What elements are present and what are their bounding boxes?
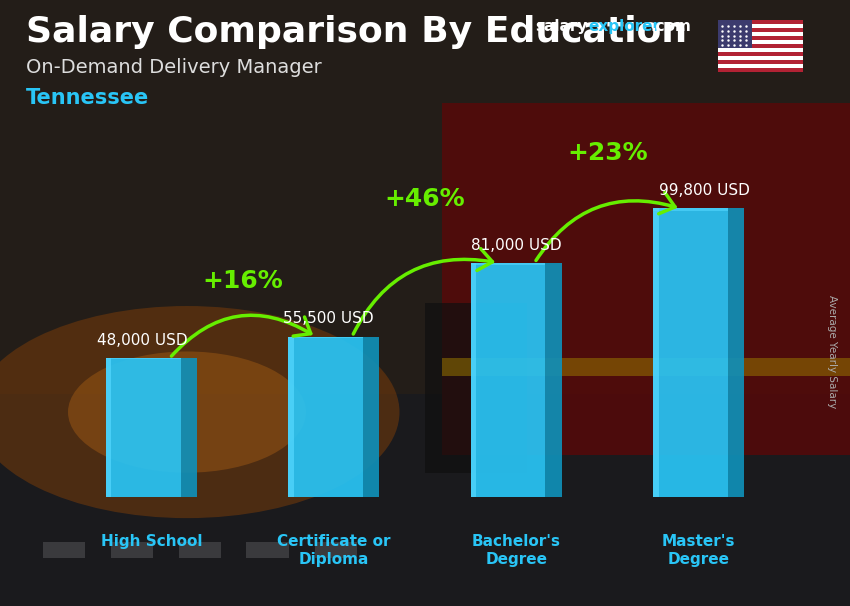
Text: 81,000 USD: 81,000 USD [471, 238, 561, 253]
FancyArrowPatch shape [172, 315, 311, 356]
Bar [718, 67, 803, 72]
Bar [471, 263, 546, 497]
Bar [718, 20, 752, 48]
Bar [718, 64, 803, 67]
Bar [105, 358, 111, 497]
Ellipse shape [68, 351, 306, 473]
Text: Salary Comparison By Education: Salary Comparison By Education [26, 15, 687, 49]
Bar [718, 52, 803, 56]
Bar [718, 20, 803, 24]
Bar [105, 358, 180, 497]
Text: Master's
Degree: Master's Degree [662, 534, 735, 567]
Ellipse shape [0, 306, 400, 518]
Text: High School: High School [100, 534, 202, 550]
Bar [718, 28, 803, 32]
Text: +16%: +16% [202, 269, 283, 293]
FancyArrowPatch shape [354, 248, 492, 334]
Bar [653, 208, 659, 497]
Bar [246, 542, 289, 558]
Text: +23%: +23% [567, 141, 648, 165]
Text: Average Yearly Salary: Average Yearly Salary [827, 295, 837, 408]
Bar [471, 263, 546, 265]
Text: .com: .com [650, 19, 691, 35]
Bar [718, 36, 803, 40]
Text: Bachelor's
Degree: Bachelor's Degree [472, 534, 561, 567]
Bar [288, 336, 293, 497]
Bar [653, 208, 728, 497]
Bar [0, 0, 850, 394]
Bar [105, 358, 180, 359]
Text: Certificate or
Diploma: Certificate or Diploma [277, 534, 390, 567]
Bar [718, 44, 803, 48]
FancyArrowPatch shape [536, 193, 675, 261]
Bar [314, 542, 357, 558]
Bar [718, 24, 803, 28]
Text: salary: salary [536, 19, 588, 35]
Bar [442, 358, 850, 376]
Bar [42, 542, 85, 558]
Bar [718, 40, 803, 44]
Text: On-Demand Delivery Manager: On-Demand Delivery Manager [26, 58, 321, 76]
Bar [363, 336, 379, 497]
Bar [180, 358, 197, 497]
Text: explorer: explorer [588, 19, 660, 35]
Bar [288, 336, 363, 497]
Bar [110, 542, 153, 558]
Bar [718, 56, 803, 59]
Text: Tennessee: Tennessee [26, 88, 149, 108]
Text: 99,800 USD: 99,800 USD [659, 184, 750, 198]
Bar [471, 263, 476, 497]
Bar [546, 263, 562, 497]
Bar [425, 303, 527, 473]
Bar [0, 394, 850, 606]
Bar [718, 32, 803, 36]
Bar [718, 59, 803, 64]
Bar [288, 336, 363, 338]
Bar [178, 542, 221, 558]
Bar [442, 103, 850, 454]
Text: 48,000 USD: 48,000 USD [97, 333, 187, 348]
Bar [653, 208, 728, 211]
Bar [718, 48, 803, 52]
Bar [728, 208, 745, 497]
Text: 55,500 USD: 55,500 USD [283, 311, 373, 327]
Text: +46%: +46% [385, 187, 465, 211]
